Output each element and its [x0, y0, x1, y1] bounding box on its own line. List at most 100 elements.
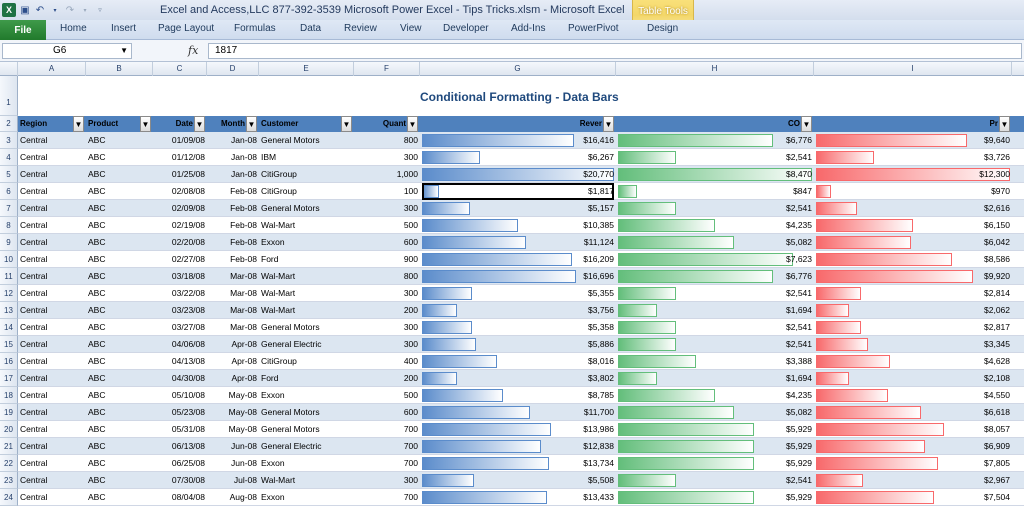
cell-region[interactable]: Central	[20, 458, 48, 468]
row-header-2[interactable]: 2	[0, 116, 18, 132]
row-header-12[interactable]: 12	[0, 285, 18, 302]
cell-product[interactable]: ABC	[88, 407, 106, 417]
row-header-13[interactable]: 13	[0, 302, 18, 319]
cell-cogs[interactable]: $6,776	[786, 271, 812, 281]
cell-profit[interactable]: $7,805	[984, 458, 1010, 468]
cell-customer[interactable]: CitiGroup	[261, 356, 297, 366]
cell-month[interactable]: Jan-08	[231, 135, 257, 145]
row-header-20[interactable]: 20	[0, 421, 18, 438]
cell-quantity[interactable]: 500	[403, 390, 418, 400]
cell-region[interactable]: Central	[20, 441, 48, 451]
cell-profit[interactable]: $3,726	[984, 152, 1010, 162]
cell-profit[interactable]: $6,618	[984, 407, 1010, 417]
cell-profit[interactable]: $3,345	[984, 339, 1010, 349]
save-icon[interactable]: ▣	[20, 4, 30, 16]
cell-date[interactable]: 01/09/08	[171, 135, 205, 145]
cell-revenue[interactable]: $5,157	[588, 203, 614, 213]
cell-product[interactable]: ABC	[88, 322, 106, 332]
row-header-21[interactable]: 21	[0, 438, 18, 455]
cell-quantity[interactable]: 300	[403, 152, 418, 162]
column-header-c[interactable]: C	[153, 62, 207, 76]
cell-month[interactable]: Feb-08	[230, 220, 257, 230]
cell-profit[interactable]: $2,817	[984, 322, 1010, 332]
cell-profit[interactable]: $9,640	[984, 135, 1010, 145]
cell-date[interactable]: 05/10/08	[171, 390, 205, 400]
cell-region[interactable]: Central	[20, 186, 48, 196]
cell-product[interactable]: ABC	[88, 424, 106, 434]
cell-customer[interactable]: General Motors	[261, 424, 320, 434]
cell-cogs[interactable]: $847	[793, 186, 812, 196]
cell-customer[interactable]: General Motors	[261, 322, 320, 332]
cell-month[interactable]: May-08	[228, 407, 257, 417]
cell-revenue[interactable]: $16,696	[583, 271, 614, 281]
row-header-22[interactable]: 22	[0, 455, 18, 472]
cell-customer[interactable]: IBM	[261, 152, 277, 162]
cell-revenue[interactable]: $10,385	[583, 220, 614, 230]
cell-profit[interactable]: $4,550	[984, 390, 1010, 400]
cell-product[interactable]: ABC	[88, 390, 106, 400]
undo-dropdown-icon[interactable]: ▾	[53, 7, 57, 14]
cell-customer[interactable]: Ford	[261, 254, 279, 264]
row-header-11[interactable]: 11	[0, 268, 18, 285]
row-header-15[interactable]: 15	[0, 336, 18, 353]
cell-product[interactable]: ABC	[88, 288, 106, 298]
cell-quantity[interactable]: 300	[403, 475, 418, 485]
column-header-b[interactable]: B	[86, 62, 153, 76]
customize-toolbar-icon[interactable]: ▿	[98, 7, 102, 14]
cell-date[interactable]: 04/30/08	[171, 373, 205, 383]
cell-month[interactable]: Feb-08	[230, 186, 257, 196]
cell-region[interactable]: Central	[20, 373, 48, 383]
filter-dropdown-icon[interactable]: ▼	[801, 116, 812, 132]
cell-profit[interactable]: $6,909	[984, 441, 1010, 451]
cell-quantity[interactable]: 1,000	[396, 169, 418, 179]
cell-month[interactable]: May-08	[228, 390, 257, 400]
column-header-d[interactable]: D	[207, 62, 259, 76]
cell-date[interactable]: 06/13/08	[171, 441, 205, 451]
tab-page-layout[interactable]: Page Layout	[158, 23, 215, 34]
cell-date[interactable]: 04/13/08	[171, 356, 205, 366]
name-box-dropdown-icon[interactable]: ▼	[120, 46, 128, 55]
cell-region[interactable]: Central	[20, 322, 48, 332]
cell-quantity[interactable]: 300	[403, 288, 418, 298]
row-header-18[interactable]: 18	[0, 387, 18, 404]
cell-cogs[interactable]: $8,470	[786, 169, 812, 179]
tab-review[interactable]: Review	[344, 23, 377, 34]
cell-product[interactable]: ABC	[88, 220, 106, 230]
row-header-5[interactable]: 5	[0, 166, 18, 183]
cell-cogs[interactable]: $5,082	[786, 237, 812, 247]
cell-revenue[interactable]: $5,886	[588, 339, 614, 349]
cell-date[interactable]: 03/23/08	[171, 305, 205, 315]
cell-profit[interactable]: $6,150	[984, 220, 1010, 230]
row-header-8[interactable]: 8	[0, 217, 18, 234]
cell-profit[interactable]: $12,300	[979, 169, 1010, 179]
cell-cogs[interactable]: $5,929	[786, 458, 812, 468]
cell-date[interactable]: 02/20/08	[171, 237, 205, 247]
filter-dropdown-icon[interactable]: ▼	[140, 116, 151, 132]
tab-data[interactable]: Data	[300, 23, 322, 34]
tab-insert[interactable]: Insert	[111, 23, 137, 34]
cell-quantity[interactable]: 700	[403, 458, 418, 468]
cell-date[interactable]: 01/12/08	[171, 152, 205, 162]
cell-customer[interactable]: Exxon	[261, 237, 285, 247]
cell-quantity[interactable]: 800	[403, 135, 418, 145]
cell-quantity[interactable]: 400	[403, 356, 418, 366]
cell-revenue[interactable]: $13,986	[583, 424, 614, 434]
cell-month[interactable]: Jan-08	[231, 169, 257, 179]
cell-product[interactable]: ABC	[88, 475, 106, 485]
cell-product[interactable]: ABC	[88, 305, 106, 315]
undo-icon[interactable]: ↶	[35, 4, 45, 16]
cell-region[interactable]: Central	[20, 475, 48, 485]
cell-product[interactable]: ABC	[88, 492, 106, 502]
row-header-6[interactable]: 6	[0, 183, 18, 200]
cell-customer[interactable]: CitiGroup	[261, 169, 297, 179]
worksheet-grid[interactable]: Conditional Formatting - Data Bars Regio…	[0, 76, 1024, 506]
cell-profit[interactable]: $2,967	[984, 475, 1010, 485]
cell-customer[interactable]: General Motors	[261, 203, 320, 213]
cell-product[interactable]: ABC	[88, 135, 106, 145]
column-header-a[interactable]: A	[18, 62, 86, 76]
cell-revenue[interactable]: $5,358	[588, 322, 614, 332]
cell-date[interactable]: 04/06/08	[171, 339, 205, 349]
cell-month[interactable]: Apr-08	[231, 339, 257, 349]
cell-revenue[interactable]: $6,267	[588, 152, 614, 162]
cell-customer[interactable]: CitiGroup	[261, 186, 297, 196]
